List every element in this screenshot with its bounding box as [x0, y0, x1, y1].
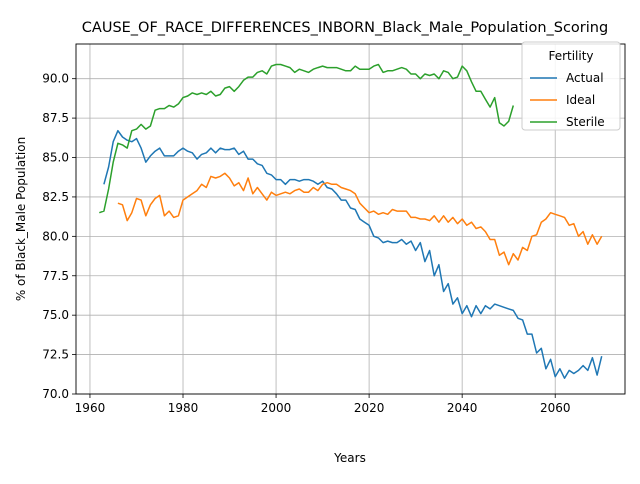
x-tick-label: 2020: [354, 401, 385, 415]
x-tick-label: 1980: [168, 401, 199, 415]
y-tick-label: 85.0: [42, 151, 69, 165]
y-tick-label: 90.0: [42, 72, 69, 86]
y-tick-label: 87.5: [42, 111, 69, 125]
x-axis-ticks: 1960 1980 2000 2020 2040 2060: [75, 394, 571, 415]
y-tick-label: 72.5: [42, 348, 69, 362]
legend-title: Fertility: [548, 49, 593, 63]
x-tick-label: 2000: [261, 401, 292, 415]
series-line-ideal: [117, 172, 603, 266]
plot-frame: [75, 43, 626, 395]
series-lines: [99, 63, 603, 379]
legend-items: Actual Ideal Sterile: [530, 71, 605, 129]
y-tick-label: 77.5: [42, 269, 69, 283]
legend-box: [521, 41, 621, 131]
y-axis-ticks: 70.0 72.5 75.0 77.5 80.0 82.5 85.0 87.5 90.0: [42, 72, 76, 401]
legend: Fertility Actual Ideal Sterile: [521, 41, 621, 131]
y-tick-label: 82.5: [42, 190, 69, 204]
legend-label-sterile: Sterile: [566, 115, 605, 129]
x-tick-label: 1960: [75, 401, 106, 415]
chart-title: CAUSE_OF_RACE_DIFFERENCES_INBORN_Black_M…: [82, 20, 608, 36]
y-axis-label: % of Black_Male Population: [14, 137, 28, 301]
series-line-sterile: [99, 63, 515, 214]
x-tick-label: 2060: [540, 401, 571, 415]
y-tick-label: 75.0: [42, 308, 69, 322]
series-line-actual: [103, 129, 603, 379]
y-tick-label: 70.0: [42, 387, 69, 401]
x-tick-label: 2040: [447, 401, 478, 415]
legend-label-actual: Actual: [566, 71, 604, 85]
y-tick-label: 80.0: [42, 229, 69, 243]
legend-label-ideal: Ideal: [566, 93, 595, 107]
x-axis-label: Years: [333, 451, 366, 465]
